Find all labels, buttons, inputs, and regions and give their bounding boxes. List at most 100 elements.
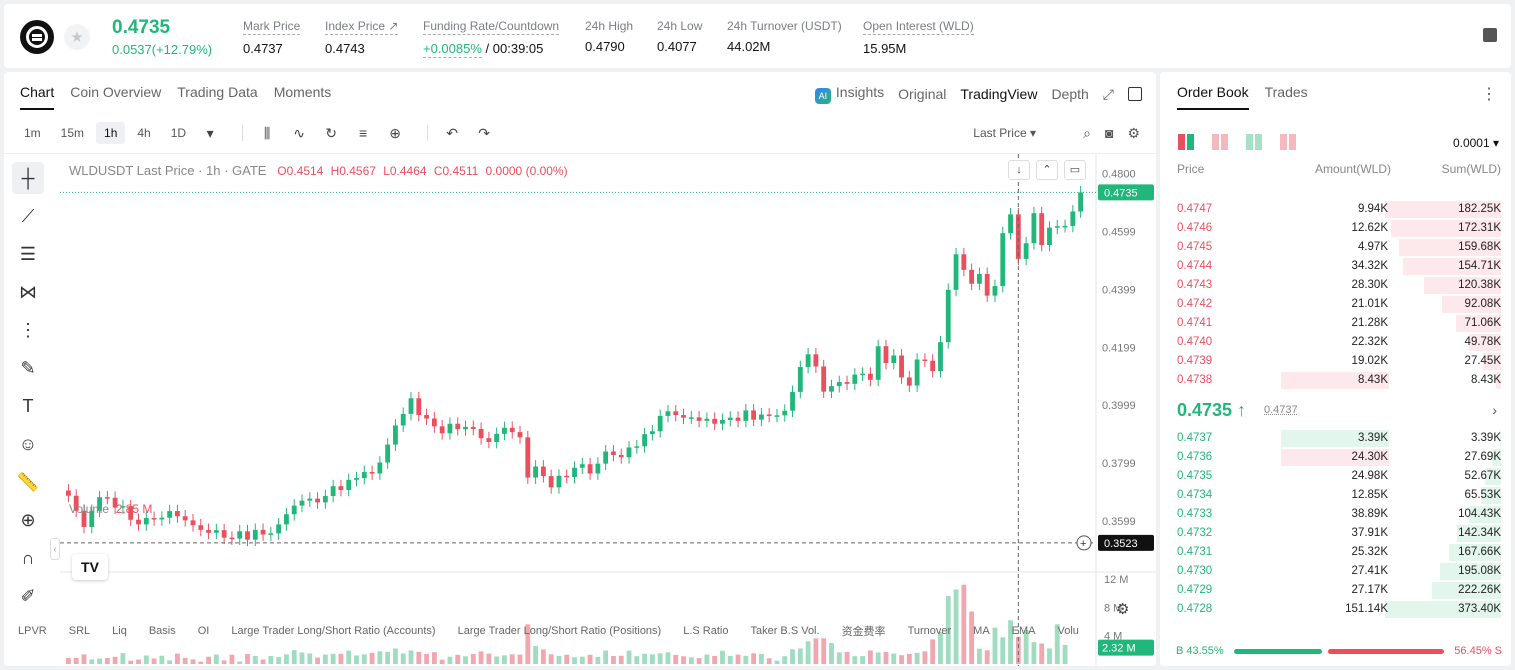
more-icon[interactable]: ⋮	[1481, 86, 1497, 103]
indicator-item[interactable]: Volu	[1057, 625, 1079, 637]
redo-icon[interactable]: ↷	[478, 124, 490, 141]
chevron-right-icon[interactable]: ›	[1492, 402, 1497, 418]
tab-original[interactable]: Original	[898, 86, 947, 102]
ask-row[interactable]: 0.4741 21.28K 71.06K	[1160, 314, 1511, 333]
bid-row[interactable]: 0.4736 24.30K 27.69K	[1160, 448, 1511, 467]
indicator-item[interactable]: Turnover	[907, 625, 952, 637]
candle-body	[1070, 211, 1076, 226]
timeframe-1m[interactable]: 1m	[24, 126, 41, 140]
emoji-icon[interactable]: ☺	[18, 433, 38, 454]
bid-row[interactable]: 0.4729 27.17K 222.26K	[1160, 581, 1511, 600]
timeframe-4h[interactable]: 4h	[137, 126, 151, 140]
volume-bar	[81, 654, 87, 664]
candle-type-icon[interactable]: ⫼	[263, 124, 271, 141]
favorite-star-icon[interactable]: ★	[64, 24, 90, 50]
ask-row[interactable]: 0.4738 8.43K 8.43K	[1160, 371, 1511, 390]
bid-row[interactable]: 0.4737 3.39K 3.39K	[1160, 429, 1511, 448]
trend-line-icon[interactable]: ⟋	[21, 205, 35, 226]
add-alert-plus: +	[1080, 538, 1086, 550]
indicator-item[interactable]: Large Trader Long/Short Ratio (Accounts)	[231, 625, 436, 637]
book-mode-depth-icon[interactable]	[1280, 134, 1296, 150]
brush-icon[interactable]: ✎	[20, 357, 36, 378]
ask-row[interactable]: 0.4743 28.30K 120.38K	[1160, 276, 1511, 295]
zoom-in-icon[interactable]: ⊕	[20, 509, 36, 530]
timeframe-15m[interactable]: 15m	[60, 126, 85, 140]
tab-moments[interactable]: Moments	[273, 84, 332, 100]
collapse-button[interactable]: ⌃	[1036, 160, 1058, 180]
timeframe-1h[interactable]: 1h	[96, 122, 126, 144]
depth-bar	[1485, 468, 1501, 485]
tab-chart[interactable]: Chart	[20, 84, 55, 110]
indicator-item[interactable]: L.S Ratio	[683, 625, 729, 637]
tab-tradingview[interactable]: TradingView	[960, 86, 1038, 102]
maximize-button[interactable]: ▭	[1064, 160, 1086, 180]
guide-book-icon[interactable]	[1483, 28, 1497, 42]
indicator-item[interactable]: EMA	[1011, 625, 1036, 637]
ruler-icon[interactable]: 📏	[16, 471, 40, 492]
ask-row[interactable]: 0.4742 21.01K 92.08K	[1160, 295, 1511, 314]
indicator-item[interactable]: Basis	[148, 625, 176, 637]
indicator-item[interactable]: OI	[197, 625, 210, 637]
bid-row[interactable]: 0.4735 24.98K 52.67K	[1160, 467, 1511, 486]
indicator-item[interactable]: Taker B.S Vol.	[750, 625, 820, 637]
candle-body	[260, 529, 266, 535]
scroll-down-button[interactable]: ↓	[1008, 160, 1030, 180]
text-icon[interactable]: T	[22, 395, 34, 416]
last-price-select[interactable]: Last Price ▾	[973, 126, 1036, 140]
add-indicator-icon[interactable]: ⊕	[389, 124, 401, 141]
tab-insights[interactable]: AI Insights	[814, 84, 884, 104]
row-amount: 9.94K	[1357, 203, 1388, 215]
tab-order-book[interactable]: Order Book	[1177, 84, 1249, 110]
fib-icon[interactable]: ⋮	[19, 319, 37, 340]
tab-trading-data[interactable]: Trading Data	[177, 84, 258, 100]
indicator-item[interactable]: Large Trader Long/Short Ratio (Positions…	[457, 625, 662, 637]
timeframe-dropdown-icon[interactable]: ▾	[206, 124, 214, 141]
candle-body	[206, 529, 211, 533]
ask-row[interactable]: 0.4745 4.97K 159.68K	[1160, 238, 1511, 257]
camera-icon[interactable]: ◙	[1104, 124, 1114, 141]
book-mode-asks-icon[interactable]	[1212, 134, 1228, 150]
bid-row[interactable]: 0.4734 12.85K 65.53K	[1160, 486, 1511, 505]
bid-row[interactable]: 0.4730 27.41K 195.08K	[1160, 562, 1511, 581]
indicator-item[interactable]: SRL	[68, 625, 91, 637]
undo-icon[interactable]: ↶	[446, 124, 458, 141]
price-chart[interactable]: 0.4800 0.4599 0.4399 0.4199 0.3999 0.3799 0.35…	[60, 154, 1156, 666]
pencil-icon[interactable]: ✐	[20, 585, 36, 606]
ask-row[interactable]: 0.4740 22.32K 49.78K	[1160, 333, 1511, 352]
chart-settings-icon[interactable]: ⚙	[1116, 601, 1130, 618]
indicators-icon[interactable]: ∿	[293, 124, 305, 141]
tab-coin-overview[interactable]: Coin Overview	[70, 84, 162, 100]
ask-row[interactable]: 0.4744 34.32K 154.71K	[1160, 257, 1511, 276]
magnet-icon[interactable]: ∩	[21, 547, 35, 568]
book-mode-both-icon[interactable]	[1178, 134, 1194, 150]
crosshair-icon[interactable]: ┼	[12, 162, 44, 194]
expand-icon[interactable]: ⤢	[1102, 85, 1114, 102]
bid-row[interactable]: 0.4733 38.89K 104.43K	[1160, 505, 1511, 524]
settings-gear-icon[interactable]: ⚙	[1127, 124, 1140, 141]
book-mode-bids-icon[interactable]	[1246, 134, 1262, 150]
stat-index-price[interactable]: Index Price ↗ 0.4743	[325, 19, 399, 56]
bid-row[interactable]: 0.4728 151.14K 373.40K	[1160, 600, 1511, 619]
precision-select[interactable]: 0.0001 ▾	[1452, 136, 1499, 150]
ask-row[interactable]: 0.4746 12.62K 172.31K	[1160, 219, 1511, 238]
bid-row[interactable]: 0.4731 25.32K 167.66K	[1160, 543, 1511, 562]
search-icon[interactable]: ⌕	[1083, 124, 1091, 141]
horizontal-lines-icon[interactable]: ☰	[19, 243, 37, 264]
window-icon[interactable]	[1128, 87, 1142, 101]
indicator-item[interactable]: 资金费率	[841, 626, 886, 638]
tab-trades[interactable]: Trades	[1264, 84, 1308, 100]
timeframe-1d[interactable]: 1D	[170, 126, 187, 140]
bid-row[interactable]: 0.4732 37.91K 142.34K	[1160, 524, 1511, 543]
indicator-item[interactable]: LPVR	[18, 625, 47, 637]
tab-depth[interactable]: Depth	[1051, 86, 1089, 102]
candle-body	[276, 524, 282, 534]
ask-row[interactable]: 0.4747 9.94K 182.25K	[1160, 200, 1511, 219]
indicator-item[interactable]: MA	[973, 625, 990, 637]
collapse-left-icon[interactable]: ‹	[50, 538, 60, 560]
templates-icon[interactable]: ≡	[358, 125, 368, 141]
volume-bar	[938, 632, 943, 664]
replay-icon[interactable]: ↻	[325, 124, 337, 141]
pattern-icon[interactable]: ⋈	[19, 281, 37, 302]
indicator-item[interactable]: Liq	[112, 625, 127, 637]
ask-row[interactable]: 0.4739 19.02K 27.45K	[1160, 352, 1511, 371]
